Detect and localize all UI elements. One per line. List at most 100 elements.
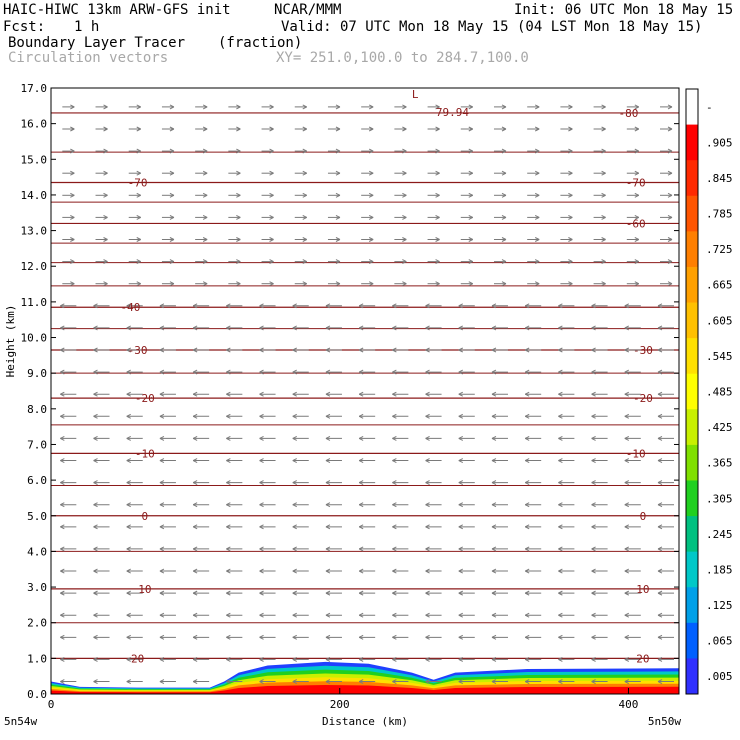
vector-arrow [195,126,208,132]
vector-head [126,303,131,309]
vector-arrow [591,391,608,397]
vector-head [524,612,530,618]
vector-arrow [228,126,241,132]
vector-arrow [126,325,143,331]
vector-head [524,413,530,419]
vector-head [302,259,307,265]
y-tick-label: 6.0 [27,474,47,487]
vector-arrow [491,325,508,331]
vector-arrow [394,281,407,287]
vector-head [558,413,563,419]
vector-arrow [195,259,208,265]
vector-head [192,679,198,684]
vector-arrow [62,259,75,265]
colorbar-swatch [686,266,698,304]
vector-head [136,281,141,287]
vector-head [226,590,231,596]
y-tick-label: 15.0 [21,153,48,166]
vector-arrow [60,303,77,309]
vector-arrow [392,590,409,596]
vector-head [392,303,397,309]
vector-head [558,612,563,618]
vector-head [368,192,374,198]
valid-time: Valid: 07 UTC Mon 18 May 15 (04 LST Mon … [281,19,703,35]
vector-arrow [427,170,440,176]
vector-arrow [226,413,243,419]
vector-head [667,281,673,287]
contour-label: -40 [120,301,140,314]
vector-head [302,170,307,176]
vector-head [491,369,497,375]
colorbar-swatch [686,231,698,268]
vector-arrow [95,148,108,154]
y-axis-title: Height (km) [4,305,17,378]
vector-head [325,524,331,530]
vector-arrow [458,679,475,684]
vector-head [269,192,274,198]
vector-head [501,281,507,287]
vector-head [292,413,297,419]
vector-arrow [228,104,241,110]
contour-label: -30 [633,344,653,357]
vector-arrow [226,502,243,508]
vector-arrow [259,347,276,353]
vector-head [93,634,98,640]
vector-head [568,259,573,265]
vector-arrow [524,590,542,596]
vector-arrow [292,502,309,508]
vector-arrow [93,369,110,375]
vector-head [259,303,264,309]
vector-arrow [392,546,409,552]
vector-head [402,259,407,265]
contour-label: -10 [626,447,646,460]
vector-head [501,126,507,132]
vector-arrow [626,259,640,265]
vector-head [226,325,231,331]
vector-head [491,413,497,419]
vector-head [402,237,407,242]
vector-arrow [128,170,141,176]
vector-arrow [591,590,608,596]
vector-arrow [657,656,675,662]
annotations: -80 -70 -70 -60 -40 -30 -30 -20 -20 -10 -10 0 0 10 10 2… [120,88,652,665]
vector-head [435,192,440,198]
vector-arrow [261,126,274,132]
vector-head [591,568,596,574]
vector-arrow [358,612,376,618]
vector-head [269,237,274,242]
colorbar-label: .185 [706,563,733,576]
vector-arrow [325,325,342,331]
vector-head [468,148,474,154]
vector-head [601,104,606,110]
vector-arrow [60,656,77,662]
vector-head [302,192,307,198]
vector-head [159,656,165,662]
vector-arrow [159,391,176,397]
vector-head [591,325,596,331]
vector-arrow [60,369,77,375]
circulation-vectors [60,104,675,684]
vector-head [392,546,397,552]
vector-arrow [458,502,475,508]
vector-head [667,214,673,220]
annotation-text: L [412,88,419,101]
vector-head [236,237,241,242]
vector-head [159,502,165,508]
vector-head [491,679,497,684]
contour-label: 0 [640,510,647,523]
vector-head [534,170,540,176]
vector-head [392,524,397,530]
vector-head [236,148,241,154]
vector-arrow [491,612,508,618]
vector-head [136,259,141,265]
vector-head [524,679,530,684]
vector-arrow [524,546,542,552]
vector-head [601,148,606,154]
vector-head [292,435,297,441]
vector-arrow [327,214,341,220]
colorbar-swatch [686,444,698,481]
colorbar-swatch [686,195,698,232]
vector-head [468,126,474,132]
vector-head [103,170,108,176]
vector-arrow [524,458,542,463]
